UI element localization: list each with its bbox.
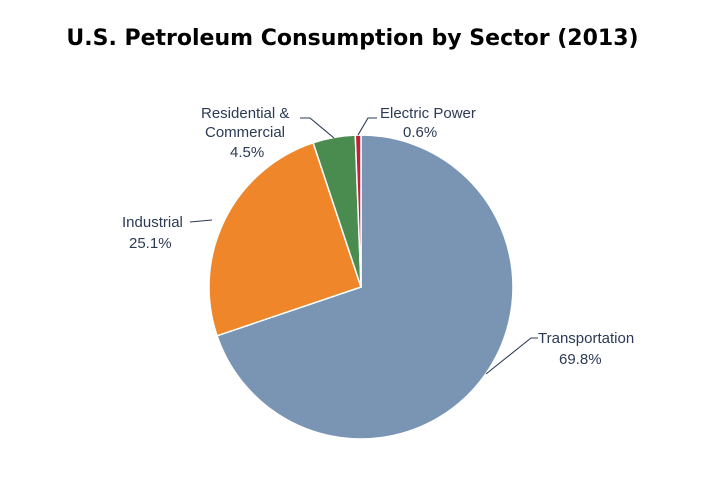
slice-value-industrial: 25.1% [129,235,172,252]
pie-slices [208,134,514,440]
leader-line-residential [300,117,335,139]
slice-value-electric: 0.6% [403,124,437,141]
slice-label-residential-line2: Commercial [205,124,285,141]
leader-line-transportation [485,337,538,375]
slice-value-transportation: 69.8% [559,351,602,368]
slice-value-residential: 4.5% [230,144,264,161]
slice-label-transportation: Transportation [538,330,634,347]
chart-title: U.S. Petroleum Consumption by Sector (20… [66,26,639,51]
pie-slice-transportation [216,134,514,440]
slice-label-industrial: Industrial [122,214,183,231]
slice-label-residential: Residential & [201,105,289,122]
pie-slice-industrial [208,141,362,337]
leader-line-industrial [189,219,213,223]
leader-line-electric [357,117,377,136]
slice-label-electric: Electric Power [380,105,476,122]
